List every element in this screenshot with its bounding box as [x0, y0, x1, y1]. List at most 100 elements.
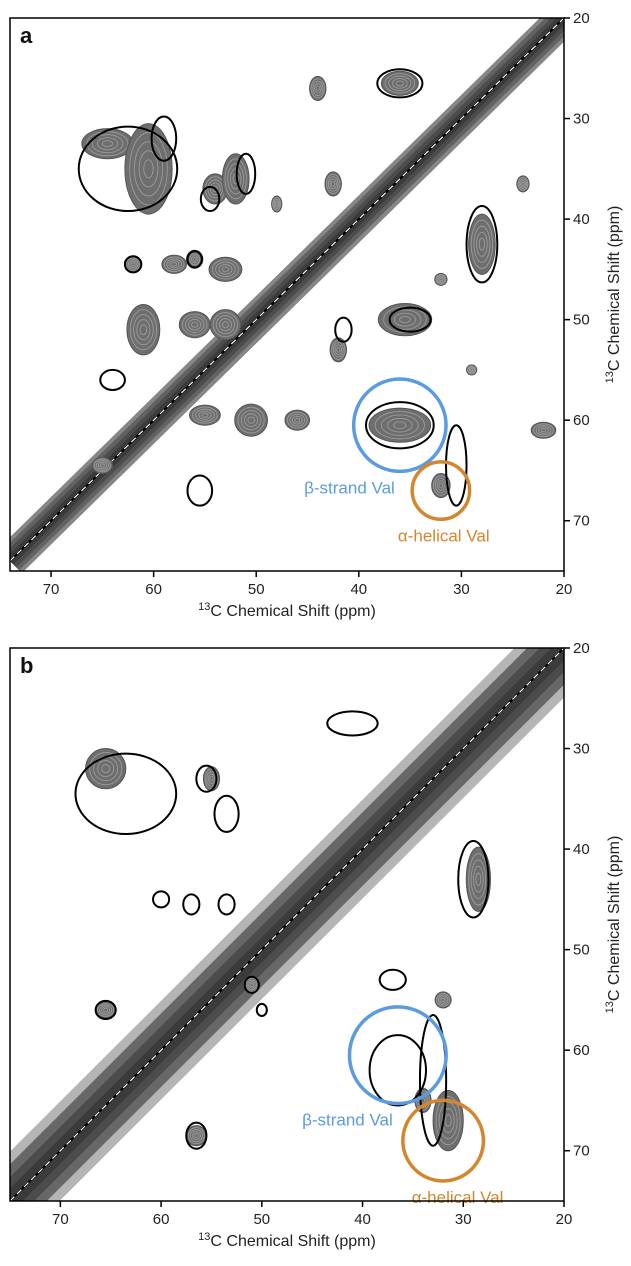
peak-contour: [93, 458, 111, 473]
peak-contour: [476, 231, 488, 257]
gray-peak: [124, 123, 173, 215]
peak-outer: [91, 456, 114, 474]
black-contour: [255, 1002, 268, 1017]
y-tick-label: 70: [573, 1143, 590, 1160]
peak-contour: [475, 872, 482, 887]
peak-outer: [161, 254, 187, 274]
peak-contour: [393, 421, 407, 430]
peak-contour: [289, 413, 306, 427]
x-tick-label: 40: [354, 1211, 371, 1228]
peak-outer: [178, 311, 211, 339]
peak-contour: [533, 423, 554, 438]
y-axis-title-text: Chemical Shift (ppm): [606, 206, 623, 360]
peak-contour: [221, 321, 229, 329]
peak-contour: [272, 197, 282, 211]
x-axis-title-sup: 13: [198, 1231, 210, 1243]
peak-contour: [97, 760, 115, 778]
diagonal-ridge: [10, 18, 564, 571]
peak-contour: [521, 181, 525, 186]
peak-contour: [327, 176, 339, 192]
peak-contour: [195, 408, 215, 422]
y-axis-title-sup: 13: [604, 1001, 616, 1013]
peak-contour: [392, 78, 408, 89]
x-tick-label: 40: [350, 581, 367, 598]
peak-outer: [368, 407, 432, 443]
peak-contour: [518, 178, 528, 190]
black-contours: [77, 68, 499, 507]
x-tick-label: 60: [145, 581, 162, 598]
peak-contour: [232, 173, 239, 185]
peak-contour: [218, 318, 233, 332]
peak-contour: [181, 313, 208, 336]
peak-contour: [99, 463, 105, 468]
plot-frame: [9, 647, 565, 1202]
peak-contour: [315, 85, 320, 92]
x-axis-title: 13C Chemical Shift (ppm): [198, 601, 376, 620]
x-axis: 70 60 50 40 30 20 13C Chemical Shift (ppm): [43, 571, 572, 620]
y-tick-label: 20: [573, 10, 590, 27]
x-axis-title: 13C Chemical Shift (ppm): [198, 1231, 376, 1250]
peak-contour: [275, 201, 279, 207]
black-contour: [99, 368, 126, 392]
peak-contour: [188, 318, 202, 331]
black-contour: [457, 840, 490, 919]
peak-contour: [473, 865, 484, 893]
plot-area: [10, 18, 564, 571]
gray-peak: [324, 171, 342, 197]
peak-outer: [185, 249, 204, 269]
peak-contour: [478, 237, 486, 251]
peak-contour: [189, 1129, 203, 1143]
peak-contour: [332, 342, 344, 358]
panel-b: β-strand Val α-helical Val b 70 60 50 40 30 20 13…: [9, 640, 623, 1250]
diagonal-ridge: [10, 648, 564, 1201]
peak-contour: [97, 1003, 115, 1017]
peak-contour: [438, 1102, 458, 1140]
gray-peak: [329, 337, 348, 363]
peak-contour: [470, 368, 474, 372]
plot-frame: [9, 17, 565, 572]
y-axis-title-elem: C: [606, 360, 623, 372]
black-contour: [152, 890, 171, 909]
gray-peak: [309, 75, 327, 101]
peak-contour: [540, 428, 547, 433]
peak-contour: [470, 219, 494, 269]
black-contour: [418, 1013, 448, 1147]
black-contour: [364, 401, 435, 450]
x-tick-label: 30: [453, 581, 470, 598]
y-axis-title-text: Chemical Shift (ppm): [606, 836, 623, 990]
peak-contour: [138, 150, 159, 188]
peak-contour: [393, 312, 417, 327]
peak-contour: [439, 277, 443, 282]
black-contour: [150, 115, 178, 162]
peak-outer: [465, 846, 491, 912]
peak-contour: [388, 75, 412, 92]
diagonal-center: [10, 648, 564, 1201]
x-tick-label: 60: [153, 1211, 170, 1228]
annotation-circle: [351, 377, 448, 474]
peak-contour: [384, 73, 416, 94]
peak-contour: [86, 131, 129, 157]
peak-contour: [215, 261, 236, 278]
black-contour: [378, 968, 407, 991]
peak-contour: [224, 158, 247, 200]
peak-contour: [218, 264, 233, 275]
gray-peak: [380, 70, 419, 96]
gray-peak: [377, 303, 433, 337]
peak-contour: [191, 321, 199, 328]
peak-contour: [184, 316, 205, 333]
black-contour: [334, 316, 353, 343]
peak-outer: [124, 123, 173, 215]
peak-contour: [326, 173, 341, 195]
x-axis-title-sup: 13: [198, 601, 210, 613]
peak-contour: [314, 83, 322, 94]
black-contour: [217, 893, 236, 916]
peak-contour: [473, 225, 491, 263]
black-contour: [74, 752, 178, 836]
beta-strand-annotation: β-strand Val: [304, 377, 448, 497]
peak-contour: [189, 253, 201, 266]
peak-outer: [431, 472, 451, 499]
peak-contour: [439, 996, 447, 1004]
annotation-label: β-strand Val: [304, 478, 395, 497]
peak-outer: [234, 403, 269, 437]
peak-contour: [129, 309, 157, 351]
